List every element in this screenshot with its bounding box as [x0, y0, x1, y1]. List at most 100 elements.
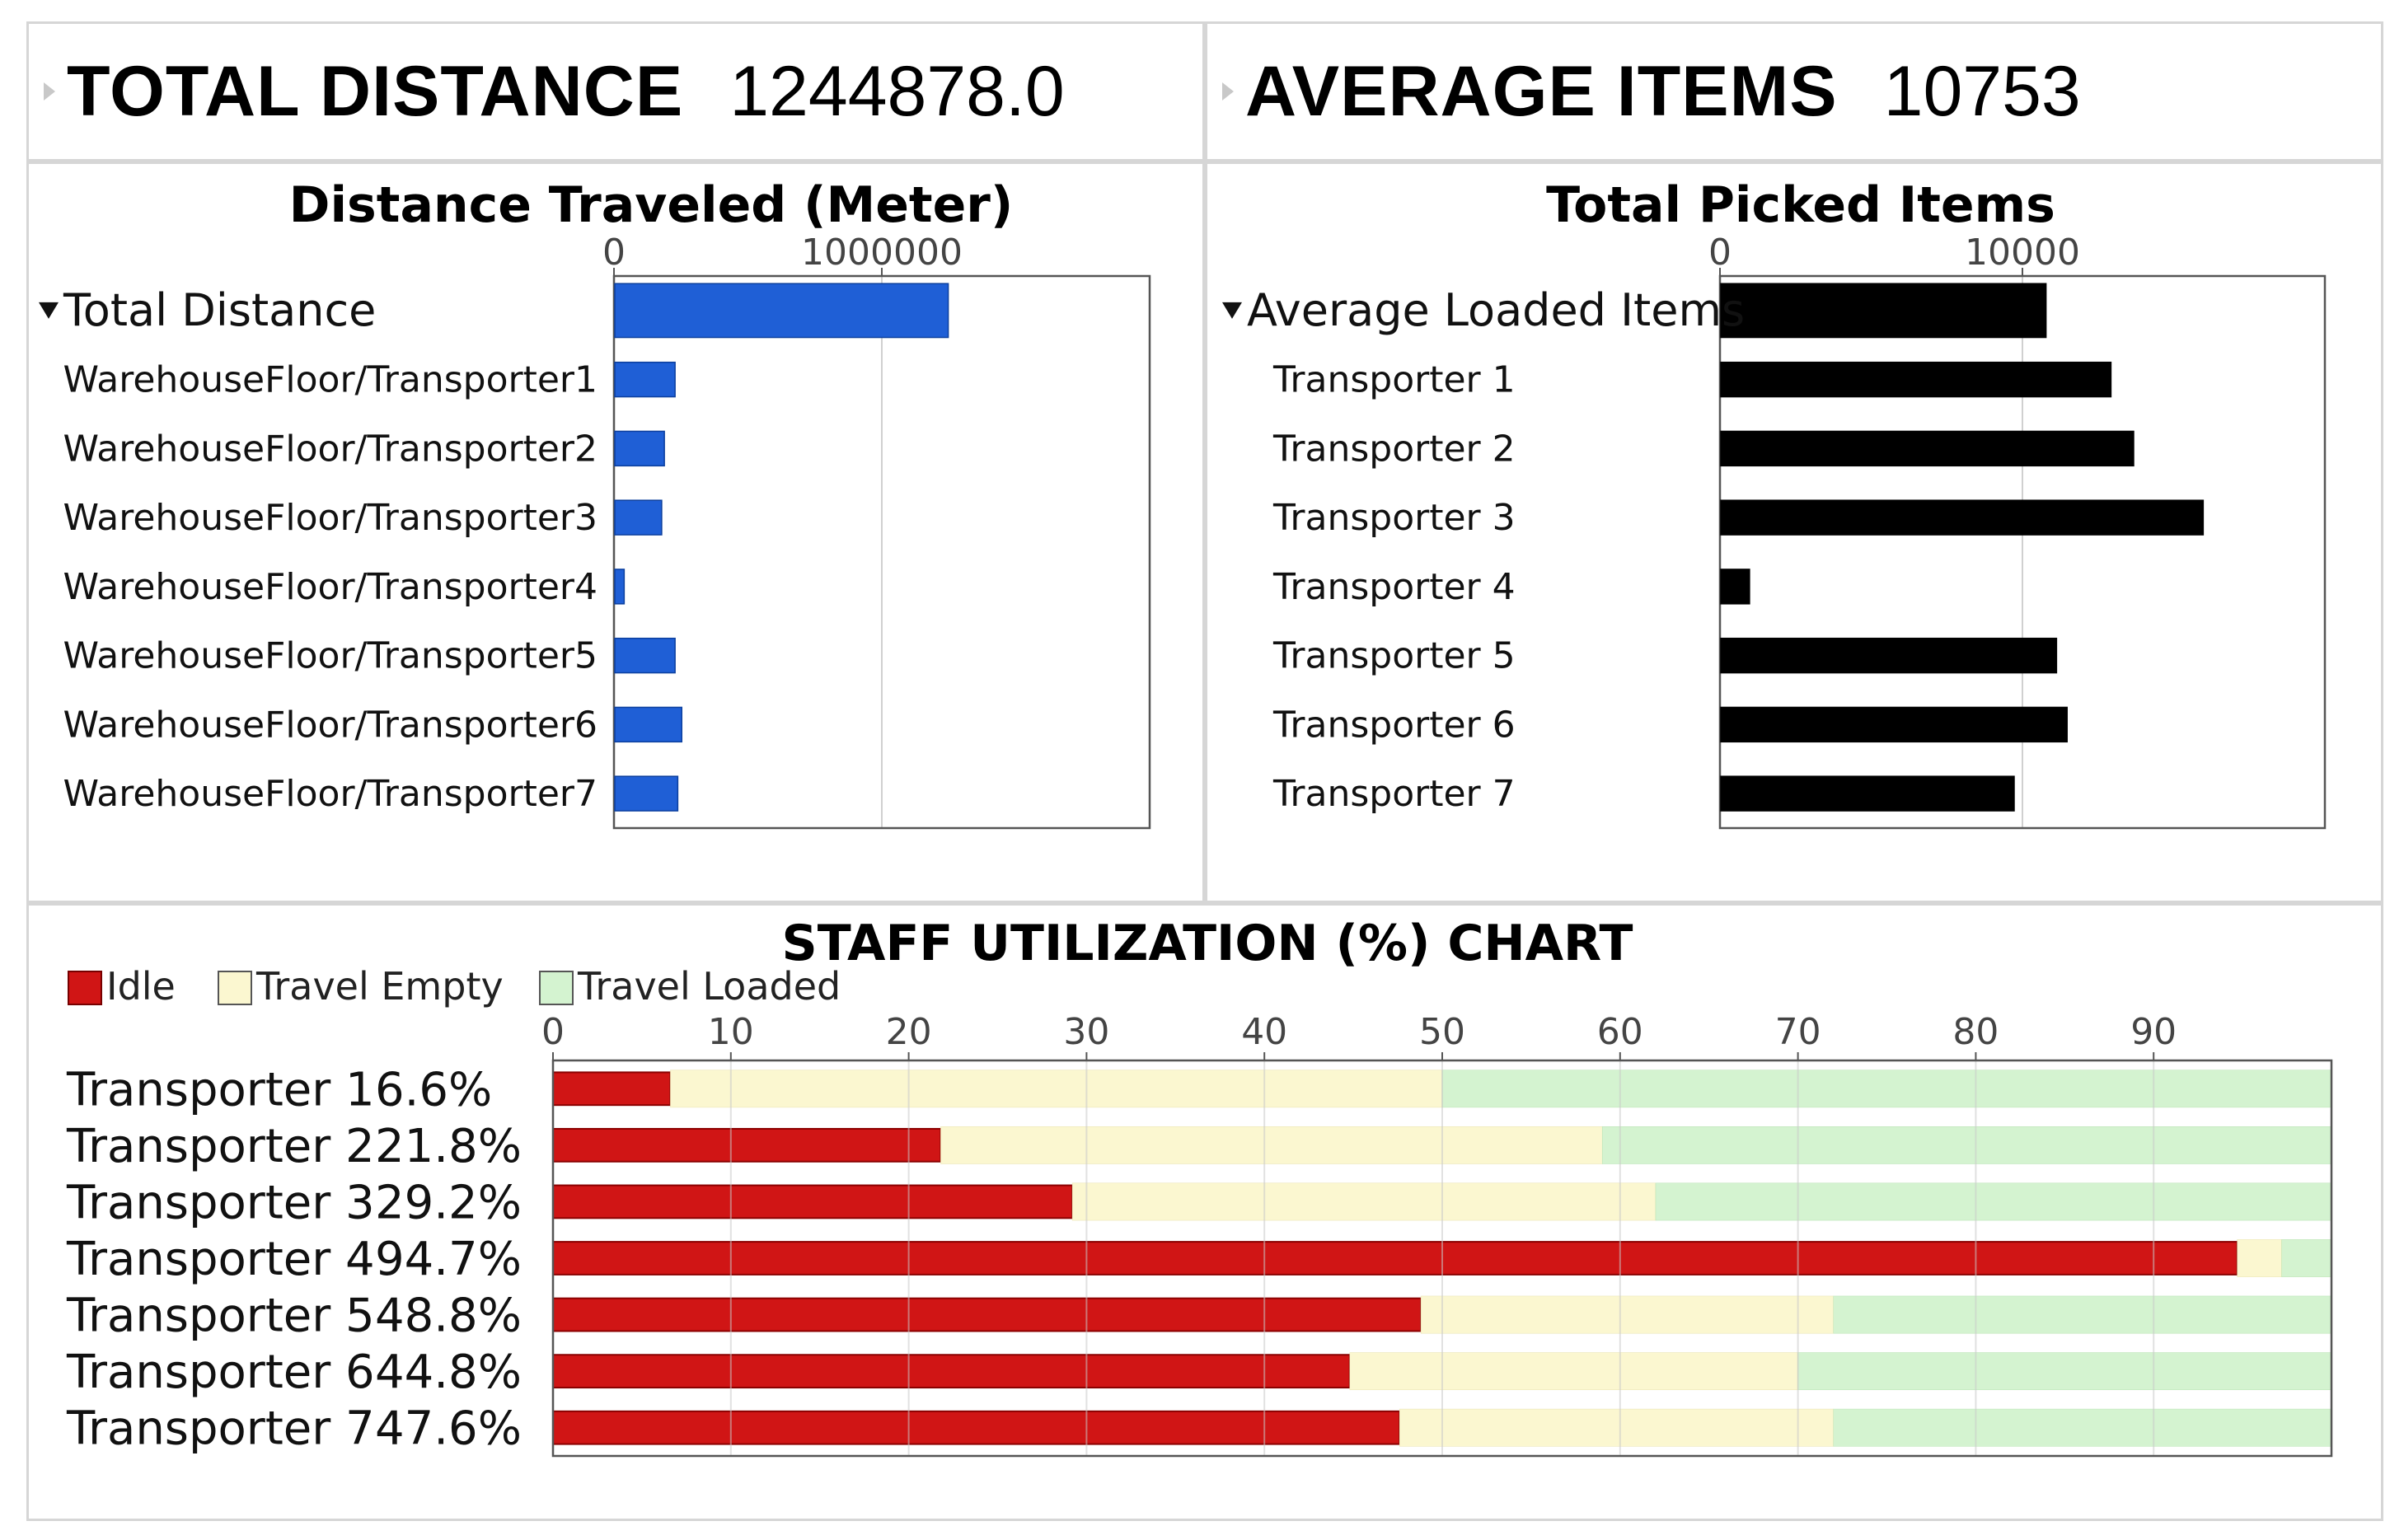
- bar-segment: [552, 1127, 942, 1163]
- collapse-arrow-icon[interactable]: [44, 82, 55, 101]
- category-label: Transporter 4: [1272, 566, 1516, 608]
- bar: [614, 706, 682, 743]
- bar: [614, 775, 679, 812]
- category-label: WarehouseFloor/Transporter2: [63, 428, 597, 470]
- kpi-average-items-panel: AVERAGE ITEMS 10753: [1205, 21, 2383, 161]
- row-value: 47.6%: [375, 1402, 522, 1456]
- category-label: Transporter 5: [1272, 635, 1516, 677]
- legend-label: Idle: [106, 964, 176, 1009]
- chart-title: Distance Traveled (Meter): [289, 176, 1014, 234]
- tick-label: 10: [708, 1011, 754, 1053]
- row-value: 6.6%: [375, 1063, 492, 1116]
- kpi-average-items-label: AVERAGE ITEMS: [1245, 51, 1838, 131]
- category-label: WarehouseFloor/Transporter5: [63, 635, 597, 677]
- plot-frame: [551, 1059, 2333, 1458]
- staff-utilization-chart: STAFF UTILIZATION (%) CHART Idle Travel E…: [66, 915, 2333, 1458]
- tick-label: 60: [1597, 1011, 1643, 1053]
- items-chart: Total Picked Items 0 10000 Average Loaded …: [1222, 176, 2327, 830]
- bar: [1720, 637, 2058, 674]
- category-label: WarehouseFloor/Transporter7: [63, 773, 597, 815]
- bar: [1720, 706, 2068, 743]
- tick-label: 80: [1952, 1011, 1999, 1053]
- category-label: Transporter 2: [1272, 428, 1516, 470]
- category-label: WarehouseFloor/Transporter4: [63, 566, 597, 608]
- distance-chart: Distance Traveled (Meter) 0 1000000 Total …: [39, 176, 1151, 830]
- bar-segment: [552, 1184, 1074, 1219]
- bar: [614, 637, 676, 674]
- legend-swatch: [539, 971, 574, 1005]
- tick-label: 0: [1708, 232, 1732, 274]
- category-label: Transporter 1: [1272, 359, 1516, 401]
- bar-segment: [552, 1410, 1401, 1445]
- bar-segment: [1441, 1070, 2332, 1108]
- bar: [614, 361, 676, 398]
- bar-segment: [1420, 1295, 1835, 1334]
- bar-segment: [2281, 1239, 2332, 1277]
- legend-swatch: [218, 971, 252, 1005]
- plot-frame: [612, 274, 1151, 830]
- tick-label: 30: [1063, 1011, 1109, 1053]
- kpi-average-items-value: 10753: [1883, 51, 2081, 131]
- bar: [1720, 430, 2135, 467]
- category-label: Transporter 7: [1272, 773, 1516, 815]
- bar-segment: [1833, 1295, 2332, 1334]
- row-value: 48.8%: [375, 1290, 522, 1343]
- tick-label: 20: [886, 1011, 932, 1053]
- bar: [1720, 499, 2205, 536]
- bar: [614, 430, 665, 467]
- collapse-arrow-icon[interactable]: [1222, 82, 1234, 101]
- category-label: Transporter 6: [1272, 704, 1516, 746]
- chart-title: Total Picked Items: [1546, 176, 2055, 234]
- row-label: Transporter 5: [66, 1290, 375, 1343]
- category-label: WarehouseFloor/Transporter6: [63, 704, 597, 746]
- row-label: Transporter 6: [66, 1346, 375, 1399]
- tick-label: 0: [602, 232, 626, 274]
- category-label: Average Loaded Items: [1247, 284, 1745, 336]
- bar: [614, 283, 949, 339]
- bar-segment: [1399, 1408, 1835, 1447]
- bar: [1720, 775, 2015, 812]
- kpi-total-distance-label: TOTAL DISTANCE: [67, 51, 684, 131]
- expand-arrow-icon[interactable]: [1222, 302, 1242, 319]
- category-label: WarehouseFloor/Transporter1: [63, 359, 597, 401]
- category-label: WarehouseFloor/Transporter3: [63, 497, 597, 539]
- row-value: 29.2%: [375, 1176, 522, 1229]
- tick-label: 0: [541, 1011, 565, 1053]
- bar: [1720, 361, 2112, 398]
- bar-segment: [670, 1070, 1443, 1108]
- distance-chart-panel: Distance Traveled (Meter) 0 1000000 Total …: [26, 161, 1205, 903]
- row-value: 21.8%: [375, 1120, 522, 1173]
- plot-frame: [1718, 274, 2327, 830]
- kpi-total-distance-panel: TOTAL DISTANCE 1244878.0: [26, 21, 1205, 161]
- row-label: Transporter 1: [66, 1063, 375, 1116]
- bar-segment: [552, 1071, 672, 1107]
- bar-segment: [940, 1126, 1603, 1164]
- category-label: Transporter 3: [1272, 497, 1516, 539]
- row-value: 44.8%: [375, 1346, 522, 1399]
- bar: [1720, 569, 1750, 605]
- category-label: Total Distance: [63, 284, 376, 336]
- row-label: Transporter 4: [66, 1233, 375, 1286]
- tick-label: 1000000: [801, 232, 963, 274]
- bar-segment: [1655, 1182, 2332, 1221]
- bar-segment: [2237, 1239, 2282, 1277]
- tick-label: 90: [2130, 1011, 2177, 1053]
- bar-segment: [1797, 1352, 2332, 1391]
- bar: [614, 499, 663, 536]
- tick-label: 40: [1241, 1011, 1287, 1053]
- tick-label: 70: [1775, 1011, 1821, 1053]
- bar-segment: [552, 1354, 1351, 1389]
- bar-segment: [552, 1297, 1422, 1332]
- legend-swatch: [68, 971, 102, 1005]
- tick-label: 50: [1419, 1011, 1465, 1053]
- bar-segment: [1349, 1352, 1798, 1391]
- tick-label: 10000: [1965, 232, 2080, 274]
- legend-label: Travel Loaded: [577, 964, 841, 1009]
- items-chart-panel: Total Picked Items 0 10000 Average Loaded …: [1205, 161, 2383, 903]
- legend-label: Travel Empty: [255, 964, 504, 1009]
- bar-segment: [1601, 1126, 2332, 1164]
- bar-segment: [1833, 1408, 2332, 1447]
- bar: [1720, 283, 2047, 339]
- row-label: Transporter 2: [66, 1120, 375, 1173]
- expand-arrow-icon[interactable]: [39, 302, 59, 319]
